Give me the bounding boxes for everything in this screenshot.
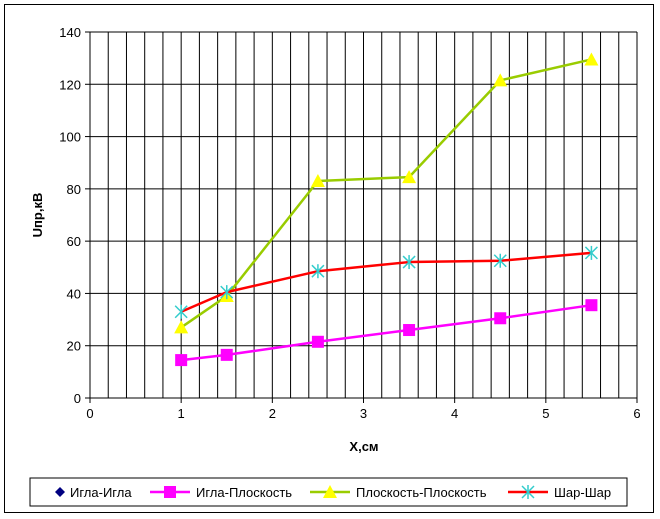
legend-label: Игла-Плоскость (196, 485, 292, 500)
y-tick-label: 80 (67, 182, 81, 197)
square-point (311, 335, 324, 348)
series-line (180, 58, 592, 329)
star-point (220, 285, 234, 300)
axes (85, 31, 638, 403)
x-tick-label: 0 (86, 406, 93, 421)
triangle-point (323, 485, 337, 498)
square-point (403, 324, 416, 337)
triangle-point (584, 52, 599, 66)
y-axis-title: Uпр,кВ (30, 193, 45, 238)
y-tick-label: 40 (67, 286, 81, 301)
star-point (521, 485, 535, 499)
star-point (174, 304, 188, 319)
x-tick-label: 4 (451, 406, 458, 421)
series-line (180, 251, 592, 313)
y-tick-label: 20 (67, 339, 81, 354)
legend-item: Игла-Игла (55, 485, 132, 500)
series-star (174, 245, 598, 319)
legend-item: Плоскость-Плоскость (310, 485, 487, 500)
diamond-point (55, 487, 65, 497)
x-axis-title: X,см (349, 439, 378, 454)
triangle-point (402, 170, 417, 184)
star-point (493, 253, 507, 268)
legend-item: Игла-Плоскость (150, 485, 292, 500)
legend-item: Шар-Шар (508, 485, 611, 500)
square-point (494, 312, 507, 325)
y-tick-label: 100 (59, 130, 81, 145)
legend: Игла-Игла Игла-Плоскость Плоскость-Плоскос… (55, 485, 611, 500)
grid (90, 31, 637, 398)
y-tick-label: 60 (67, 234, 81, 249)
legend-label: Плоскость-Плоскость (356, 485, 487, 500)
square-point (220, 348, 233, 361)
star-point (311, 264, 325, 279)
triangle-point (493, 73, 508, 87)
series-line (181, 303, 592, 362)
y-tick-label: 0 (74, 391, 81, 406)
triangle-point (310, 174, 325, 188)
series-layer (174, 52, 599, 367)
legend-label: Игла-Игла (70, 485, 132, 500)
x-tick-label: 5 (542, 406, 549, 421)
y-tick-labels: 0 20 40 60 80 100 120 140 (59, 25, 81, 406)
square-point (585, 299, 598, 312)
x-tick-label: 6 (633, 406, 640, 421)
y-tick-label: 140 (59, 25, 81, 40)
x-tick-label: 2 (269, 406, 276, 421)
x-tick-labels: 0 1 2 3 4 5 6 (86, 406, 640, 421)
star-point (584, 245, 598, 260)
x-tick-label: 3 (360, 406, 367, 421)
legend-label: Шар-Шар (554, 485, 611, 500)
y-tick-label: 120 (59, 77, 81, 92)
square-point (175, 354, 188, 367)
x-tick-label: 1 (178, 406, 185, 421)
star-point (402, 255, 416, 270)
triangle-point (174, 320, 189, 334)
square-point (164, 486, 176, 498)
series-square (175, 299, 598, 367)
